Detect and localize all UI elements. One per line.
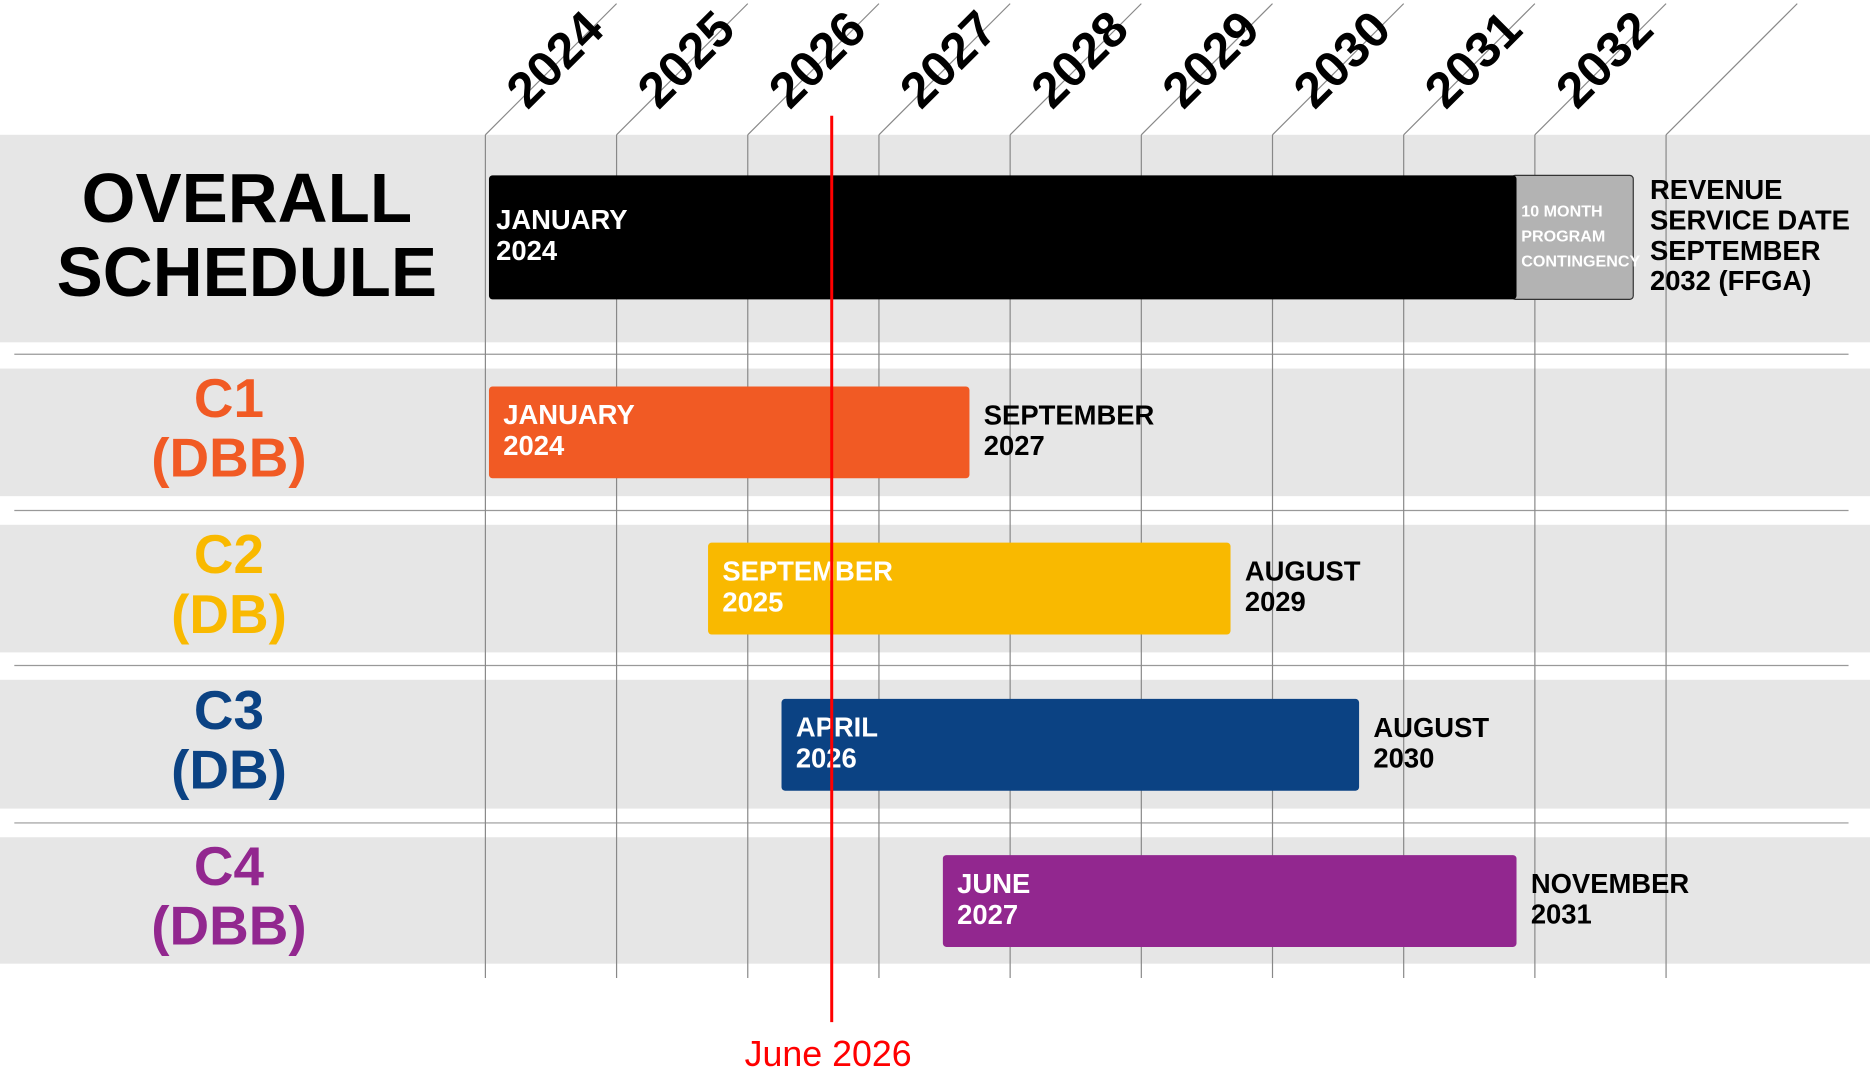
end-label: 2030 (1373, 742, 1434, 773)
task-name: (DB) (171, 739, 287, 801)
grid-diagonal (1534, 3, 1667, 136)
start-label: JANUARY (496, 204, 627, 235)
x-tick-label: 2026 (758, 0, 876, 118)
task-bar (942, 855, 1517, 947)
end-label: AUGUST (1373, 712, 1489, 743)
start-label: 2024 (503, 430, 565, 461)
x-tick-label: 2031 (1414, 0, 1532, 118)
task-name: SCHEDULE (57, 233, 437, 311)
grid-diagonal (1009, 3, 1142, 136)
task-bar (488, 386, 970, 479)
end-label: 2029 (1245, 586, 1306, 617)
end-label: 2027 (984, 430, 1045, 461)
task-bar (488, 175, 1517, 300)
start-label: JUNE (957, 868, 1030, 899)
contingency-label: 10 MONTH (1521, 203, 1602, 221)
x-tick-label: 2032 (1545, 0, 1663, 118)
task-name: (DBB) (151, 895, 306, 957)
grid-diagonal (1272, 3, 1405, 136)
contingency-label: PROGRAM (1521, 228, 1605, 246)
grid-diagonal (1665, 3, 1798, 136)
task-bar (781, 698, 1360, 791)
end-label: REVENUE (1650, 174, 1782, 205)
x-tick-label: 2024 (496, 0, 614, 118)
x-tick-label: 2025 (627, 0, 745, 118)
start-label: APRIL (796, 712, 878, 743)
task-bar (708, 542, 1231, 635)
start-label: SEPTEMBER (722, 555, 893, 586)
row-band (0, 837, 1870, 964)
end-label: 2032 (FFGA) (1650, 265, 1811, 296)
grid-diagonal (878, 3, 1011, 136)
grid-diagonal (484, 3, 617, 136)
x-tick-label: 2030 (1283, 0, 1401, 118)
today-marker-label: June 2026 (745, 1034, 912, 1074)
grid-diagonal (1140, 3, 1273, 136)
end-label: NOVEMBER (1531, 868, 1690, 899)
end-label: 2031 (1531, 899, 1592, 930)
grid-diagonal (616, 3, 749, 136)
task-name: C2 (194, 523, 264, 585)
x-tick-label: 2027 (889, 0, 1007, 118)
x-tick-label: 2029 (1152, 0, 1270, 118)
end-label: AUGUST (1245, 556, 1361, 587)
start-label: 2027 (957, 899, 1018, 930)
task-name: OVERALL (82, 159, 412, 237)
grid-diagonal (747, 3, 880, 136)
task-name: C4 (194, 835, 265, 897)
start-label: 2026 (796, 743, 857, 774)
task-name: (DBB) (151, 427, 306, 489)
task-name: C1 (194, 367, 264, 429)
task-name: (DB) (171, 583, 287, 645)
end-label: SERVICE DATE (1650, 204, 1850, 235)
x-tick-label: 2028 (1020, 0, 1138, 118)
start-label: 2024 (496, 235, 558, 266)
start-label: 2025 (722, 586, 783, 617)
end-label: SEPTEMBER (1650, 235, 1821, 266)
grid-diagonal (1403, 3, 1536, 136)
task-name: C3 (194, 679, 264, 741)
end-label: SEPTEMBER (984, 399, 1155, 430)
contingency-label: CONTINGENCY (1521, 253, 1640, 271)
start-label: JANUARY (503, 399, 634, 430)
